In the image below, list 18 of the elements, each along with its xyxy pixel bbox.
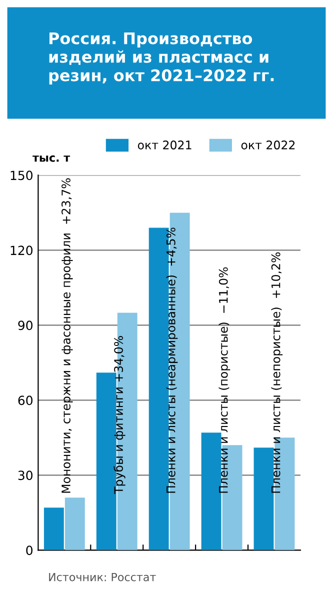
- bar: [44, 508, 64, 550]
- x-tick-label: Пленки и листы (пористые) −11,0%: [218, 267, 230, 493]
- x-tick-label: Мононити, стержни и фасонные профили +23,7%: [62, 178, 73, 493]
- y-tick-label: 0: [26, 546, 32, 556]
- y-tick-label: 30: [18, 470, 32, 480]
- y-tick-label: 90: [18, 320, 32, 330]
- x-tick-label: Пленки и листы (неармированные) +4,5%: [166, 228, 178, 493]
- y-tick-label: 60: [18, 396, 32, 406]
- y-axis-title: тыс. т: [32, 155, 70, 162]
- x-tick-label: Пленки и листы (непористые) +10,2%: [271, 252, 283, 493]
- legend-label: окт 2021: [138, 140, 192, 150]
- chart-title: Россия. Производство изделий из пластмасс и резин, окт 2021–2022 гг.: [49, 32, 274, 84]
- bar: [64, 498, 85, 550]
- legend-label: окт 2022: [241, 140, 295, 150]
- text: Источник: Росстат: [49, 572, 156, 582]
- y-tick-label: 150: [10, 170, 32, 180]
- x-tick-label: Трубы и фитинги +34,0%: [114, 336, 126, 494]
- y-tick-label: 120: [10, 246, 32, 256]
